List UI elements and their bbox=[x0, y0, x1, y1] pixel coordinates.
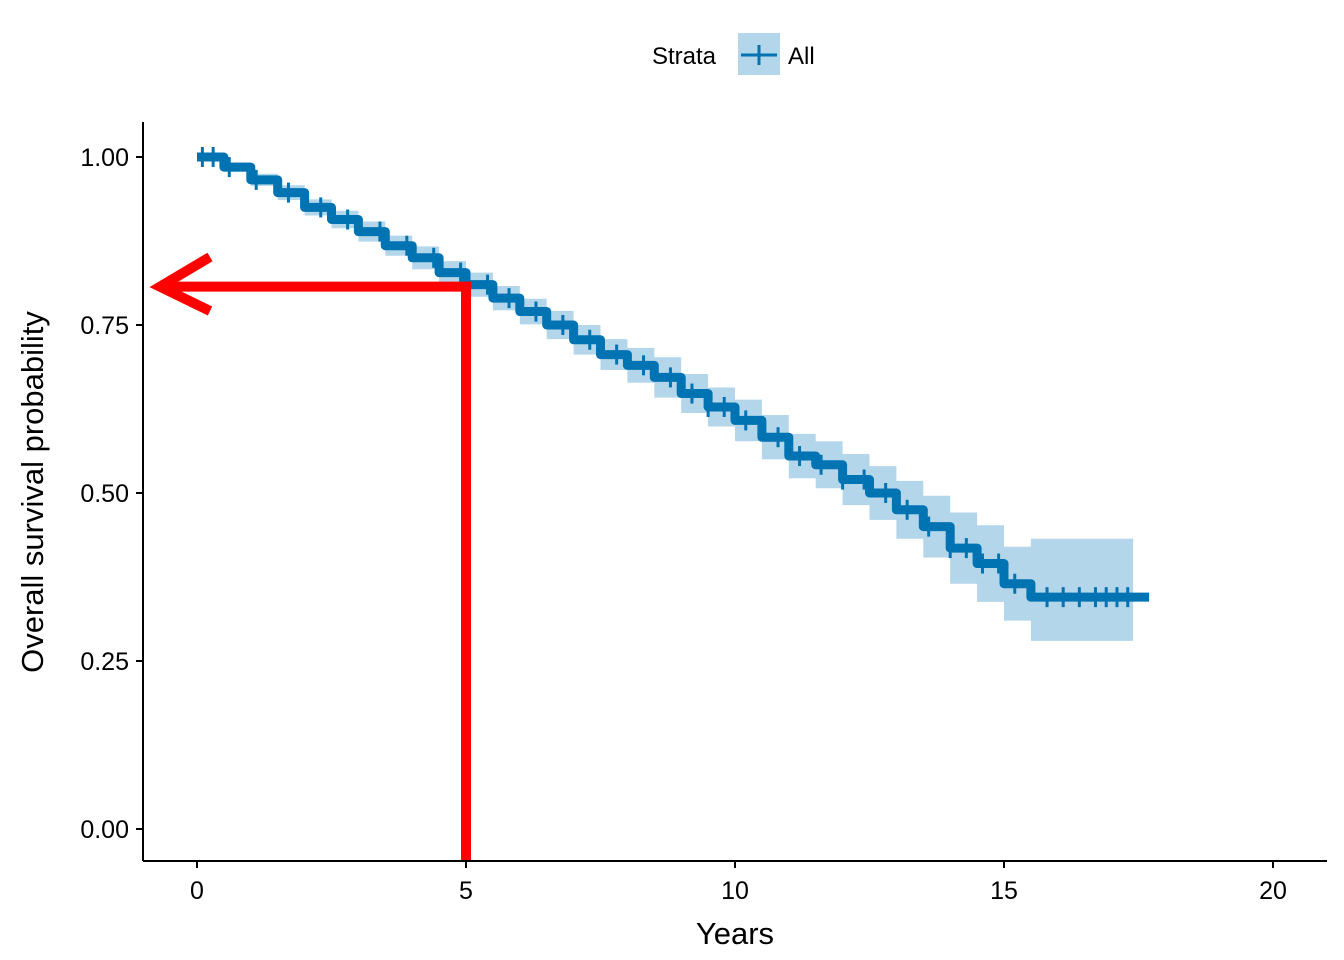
x-axis-title: Years bbox=[696, 916, 774, 951]
x-tick-label: 15 bbox=[990, 877, 1018, 905]
legend-title: Strata bbox=[652, 43, 717, 70]
y-axis-ticks: 0.00 0.25 0.50 0.75 1.00 bbox=[80, 144, 143, 844]
confidence-band bbox=[197, 157, 1134, 641]
legend: Strata All bbox=[652, 33, 815, 75]
y-tick-label: 0.75 bbox=[80, 312, 129, 340]
x-axis-ticks: 0 5 10 15 20 bbox=[190, 861, 1287, 905]
annotation-arrowhead bbox=[149, 252, 213, 316]
x-tick-label: 20 bbox=[1259, 877, 1287, 905]
legend-entry-all: All bbox=[788, 43, 815, 70]
x-tick-label: 5 bbox=[459, 877, 473, 905]
y-axis-title: Overall survival probability bbox=[15, 311, 50, 673]
annotation-arrow bbox=[149, 252, 471, 861]
survival-line bbox=[197, 152, 1150, 602]
censor-marks bbox=[200, 147, 1130, 608]
x-tick-label: 10 bbox=[721, 877, 749, 905]
survival-curve bbox=[197, 152, 1150, 602]
confidence-band-area bbox=[197, 157, 1134, 641]
y-tick-label: 1.00 bbox=[80, 144, 129, 172]
y-tick-label: 0.50 bbox=[80, 480, 129, 508]
y-tick-label: 0.25 bbox=[80, 648, 129, 676]
x-tick-label: 0 bbox=[190, 877, 204, 905]
y-tick-label: 0.00 bbox=[80, 816, 129, 844]
